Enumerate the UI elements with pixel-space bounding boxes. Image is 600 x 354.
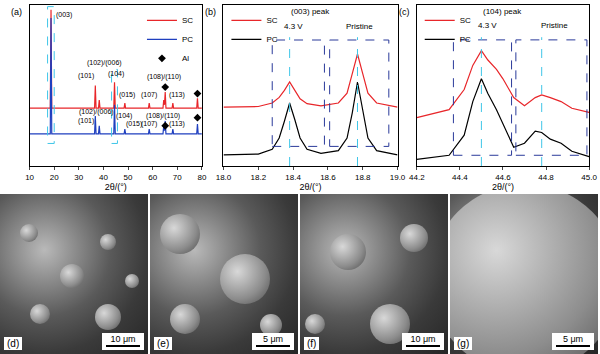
svg-text:2θ/(°): 2θ/(°) xyxy=(299,182,321,192)
svg-text:50: 50 xyxy=(124,173,133,182)
svg-text:(107): (107) xyxy=(141,120,157,128)
svg-text:18.0: 18.0 xyxy=(216,173,232,182)
svg-text:45.0: 45.0 xyxy=(581,173,597,182)
svg-text:40: 40 xyxy=(99,173,108,182)
html-text:5 μm: 5 μm xyxy=(562,334,584,344)
svg-text:18.6: 18.6 xyxy=(320,173,336,182)
svg-text:44.2: 44.2 xyxy=(409,173,425,182)
svg-text:18.4: 18.4 xyxy=(285,173,301,182)
svg-text:SC: SC xyxy=(460,16,471,25)
svg-text:44.4: 44.4 xyxy=(452,173,468,182)
svg-text:(107): (107) xyxy=(141,91,157,99)
svg-text:18.2: 18.2 xyxy=(251,173,267,182)
html-text:(e): (e) xyxy=(157,338,170,349)
svg-text:(102)/(006): (102)/(006) xyxy=(79,108,114,116)
svg-text:(a): (a) xyxy=(11,7,22,17)
svg-text:Pristine: Pristine xyxy=(346,22,373,31)
svg-text:(104): (104) xyxy=(116,112,132,120)
html-text:5 μm: 5 μm xyxy=(262,334,284,344)
svg-text:(c): (c) xyxy=(399,7,410,17)
svg-text:(015): (015) xyxy=(126,120,142,128)
svg-text:30: 30 xyxy=(74,173,83,182)
svg-text:PC: PC xyxy=(182,35,193,44)
svg-text:Al: Al xyxy=(182,54,189,63)
svg-text:(101): (101) xyxy=(78,72,94,80)
svg-text:18.8: 18.8 xyxy=(355,173,371,182)
svg-text:2θ/(°): 2θ/(°) xyxy=(492,182,514,192)
svg-text:Pristine: Pristine xyxy=(541,21,568,30)
svg-text:(003): (003) xyxy=(56,11,72,19)
svg-text:(104) peak: (104) peak xyxy=(483,7,522,16)
svg-text:(101): (101) xyxy=(78,117,94,125)
html-text:10 μm: 10 μm xyxy=(110,334,136,344)
svg-text:SC: SC xyxy=(266,16,277,25)
svg-text:PC: PC xyxy=(460,35,471,44)
svg-text:20: 20 xyxy=(50,173,59,182)
svg-text:(003) peak: (003) peak xyxy=(291,7,330,16)
svg-text:4.3 V: 4.3 V xyxy=(284,22,303,31)
svg-text:70: 70 xyxy=(173,173,182,182)
html-text:(d): (d) xyxy=(7,338,20,349)
svg-text:19.0: 19.0 xyxy=(390,173,406,182)
html-text:(g): (g) xyxy=(457,338,470,349)
svg-text:(015): (015) xyxy=(119,91,135,99)
svg-text:(102)/(006): (102)/(006) xyxy=(87,59,122,67)
svg-text:(104): (104) xyxy=(108,70,124,78)
html-text:10 μm: 10 μm xyxy=(410,334,436,344)
svg-text:SC: SC xyxy=(182,16,193,25)
svg-text:2θ/(°): 2θ/(°) xyxy=(105,182,127,192)
svg-text:(b): (b) xyxy=(205,7,216,17)
svg-text:60: 60 xyxy=(148,173,157,182)
svg-text:44.8: 44.8 xyxy=(538,173,554,182)
svg-text:(113): (113) xyxy=(169,120,185,128)
svg-text:80: 80 xyxy=(197,173,206,182)
svg-text:PC: PC xyxy=(266,35,277,44)
html-text:(f): (f) xyxy=(307,338,317,349)
svg-text:(108)/(110): (108)/(110) xyxy=(147,73,181,81)
svg-text:44.6: 44.6 xyxy=(495,173,511,182)
svg-text:(113): (113) xyxy=(169,91,185,99)
svg-text:4.3 V: 4.3 V xyxy=(478,21,497,30)
svg-text:(108)/(110): (108)/(110) xyxy=(146,112,180,120)
svg-text:10: 10 xyxy=(25,173,34,182)
